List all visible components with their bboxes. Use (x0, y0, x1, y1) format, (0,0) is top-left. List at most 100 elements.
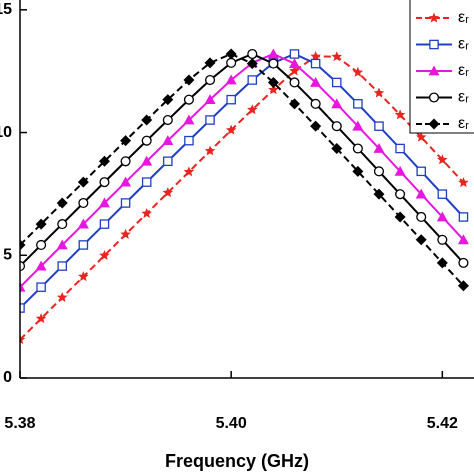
marker (57, 261, 68, 271)
marker (268, 84, 279, 95)
marker (394, 109, 406, 120)
marker (78, 197, 89, 209)
legend-label: εᵣ (458, 62, 469, 79)
marker (394, 211, 406, 223)
marker (78, 240, 89, 250)
marker (77, 176, 89, 188)
marker (225, 74, 237, 85)
marker (141, 114, 153, 126)
marker (183, 166, 195, 177)
marker (120, 176, 132, 187)
marker (458, 257, 469, 268)
x-tick-label: 5.40 (216, 415, 247, 432)
marker (77, 218, 89, 229)
marker (99, 250, 110, 260)
marker (267, 48, 279, 59)
marker (162, 187, 174, 198)
series-line (20, 55, 465, 341)
series-line (20, 52, 465, 288)
marker (35, 260, 47, 271)
marker (331, 143, 343, 154)
y-tick-label: 10 (0, 124, 12, 141)
y-tick-label: 5 (3, 246, 12, 263)
marker (120, 135, 132, 147)
marker (373, 143, 385, 153)
marker (310, 50, 321, 61)
marker (183, 94, 194, 105)
marker (458, 212, 469, 222)
marker (226, 94, 236, 105)
marker (99, 219, 110, 229)
marker (289, 77, 300, 88)
legend-marker (429, 39, 439, 50)
marker (458, 177, 469, 188)
marker (247, 104, 258, 115)
x-axis-label: Frequency (GHz) (165, 451, 309, 471)
marker (457, 234, 469, 245)
marker (204, 94, 216, 105)
marker (20, 303, 25, 313)
legend-marker (428, 65, 440, 76)
marker (436, 257, 448, 269)
marker (183, 114, 195, 125)
marker (289, 58, 301, 68)
marker (353, 99, 363, 109)
marker (246, 58, 258, 70)
marker (35, 218, 47, 230)
marker (57, 219, 68, 230)
marker (267, 76, 279, 88)
marker (352, 165, 364, 177)
marker (352, 66, 364, 77)
marker (437, 154, 448, 165)
marker (120, 198, 131, 208)
marker (162, 114, 173, 126)
marker (289, 49, 300, 59)
marker (437, 234, 448, 245)
marker (331, 121, 342, 132)
legend-label: εᵣ (458, 36, 469, 53)
marker (415, 131, 427, 142)
marker (394, 165, 406, 176)
marker (225, 124, 237, 135)
marker (120, 228, 131, 239)
marker (225, 48, 237, 60)
marker (205, 115, 215, 125)
marker (352, 143, 363, 154)
marker (36, 239, 47, 251)
marker (415, 234, 427, 246)
x-tick-label: 5.38 (4, 415, 35, 432)
marker (310, 58, 321, 69)
marker (289, 98, 301, 110)
marker (120, 156, 131, 167)
marker (162, 94, 174, 106)
marker (162, 135, 174, 146)
marker (415, 188, 427, 199)
marker (35, 313, 47, 324)
marker (204, 74, 216, 86)
marker (436, 211, 448, 222)
series-line (20, 52, 465, 309)
marker (247, 48, 258, 60)
legend-marker (428, 118, 440, 130)
legend-box (409, 0, 474, 134)
marker (204, 57, 216, 69)
marker (310, 76, 322, 87)
legend-marker (428, 92, 440, 103)
legend-marker (428, 12, 440, 23)
marker (141, 177, 152, 187)
marker (141, 135, 152, 146)
marker (331, 51, 342, 62)
marker (141, 208, 152, 218)
y-tick-label: 0 (3, 369, 12, 386)
marker (310, 120, 322, 132)
marker (395, 189, 406, 200)
series-line (20, 52, 465, 287)
marker (226, 57, 237, 68)
marker (416, 166, 426, 177)
marker (141, 155, 153, 166)
x-tick-label: 5.42 (427, 415, 458, 432)
marker (373, 87, 385, 98)
marker (163, 156, 173, 167)
marker (416, 211, 427, 223)
